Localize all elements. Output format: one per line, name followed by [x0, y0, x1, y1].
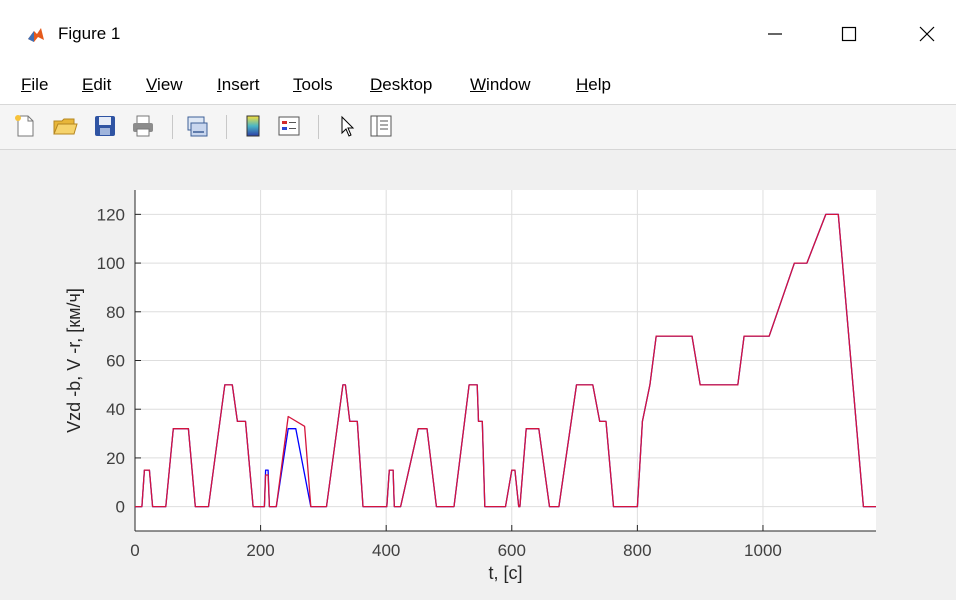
x-tick-label: 1000 — [744, 541, 782, 560]
y-tick-label: 80 — [106, 303, 125, 322]
toolbar — [0, 105, 956, 150]
open-file-icon[interactable] — [52, 113, 78, 139]
menu-edit[interactable]: Edit — [82, 75, 112, 94]
minimize-icon — [768, 33, 782, 35]
open-property-inspector-icon[interactable] — [368, 113, 394, 139]
toolbar-separator — [318, 115, 319, 139]
x-tick-label: 600 — [498, 541, 526, 560]
save-icon[interactable] — [92, 113, 118, 139]
menu-file[interactable]: File — [21, 75, 49, 94]
series-line-1 — [135, 213, 876, 508]
line-chart[interactable]: 0 200 400 600 800 1000 0 20 40 60 80 100 120 t, [c] Vz… — [0, 150, 956, 595]
close-icon — [919, 26, 935, 42]
minimize-button[interactable] — [752, 14, 798, 54]
x-tick-label: 0 — [130, 541, 139, 560]
x-tick-label: 200 — [246, 541, 274, 560]
y-axis-label: Vzd -b, V -r, [км/ч] — [64, 288, 84, 433]
menu-bar: File Edit View Insert Tools Desktop Wind… — [0, 64, 956, 156]
figure-canvas: 0 200 400 600 800 1000 0 20 40 60 80 100 120 t, [c] Vz… — [0, 150, 956, 595]
new-figure-icon[interactable] — [12, 113, 38, 139]
toolbar-separator — [226, 115, 227, 139]
x-tick-label: 400 — [372, 541, 400, 560]
menu-window[interactable]: Window — [470, 75, 531, 94]
maximize-icon — [841, 26, 857, 42]
y-tick-label: 0 — [116, 498, 125, 517]
close-button[interactable] — [904, 14, 950, 54]
toolbar-separator — [172, 115, 173, 139]
menu-insert[interactable]: Insert — [217, 75, 260, 94]
menu-tools[interactable]: Tools — [293, 75, 333, 94]
y-tick-label: 100 — [97, 254, 125, 273]
link-plot-icon[interactable] — [184, 113, 210, 139]
insert-legend-icon[interactable] — [276, 113, 302, 139]
y-tick-label: 60 — [106, 352, 125, 371]
x-tick-label: 800 — [623, 541, 651, 560]
menu-help[interactable]: Help — [576, 75, 611, 94]
insert-colorbar-icon[interactable] — [240, 113, 266, 139]
edit-plot-icon[interactable] — [334, 113, 360, 139]
window-title: Figure 1 — [58, 24, 121, 43]
print-icon[interactable] — [130, 113, 156, 139]
matlab-icon — [26, 25, 46, 45]
x-axis-label: t, [c] — [488, 563, 522, 583]
y-tick-label: 40 — [106, 400, 125, 419]
maximize-button[interactable] — [826, 14, 872, 54]
menu-desktop[interactable]: Desktop — [370, 75, 433, 94]
y-tick-label: 20 — [106, 449, 125, 468]
title-bar: Figure 1 — [0, 0, 956, 64]
menu-view[interactable]: View — [146, 75, 183, 94]
y-tick-label: 120 — [97, 205, 125, 224]
